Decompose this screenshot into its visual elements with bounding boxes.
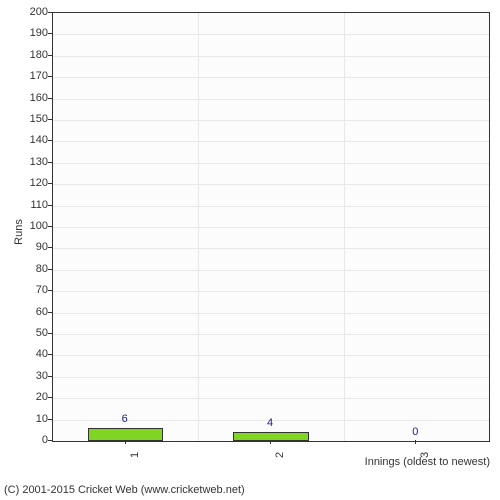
grid-line bbox=[53, 334, 489, 335]
x-tick-label: 2 bbox=[274, 452, 286, 458]
x-tick-label: 3 bbox=[419, 452, 431, 458]
y-tick-mark bbox=[48, 376, 52, 377]
y-tick-label: 160 bbox=[8, 92, 48, 104]
y-tick-label: 180 bbox=[8, 49, 48, 61]
y-tick-mark bbox=[48, 440, 52, 441]
y-tick-label: 170 bbox=[8, 70, 48, 82]
y-tick-label: 70 bbox=[8, 284, 48, 296]
bar bbox=[88, 428, 164, 441]
y-tick-mark bbox=[48, 226, 52, 227]
x-tick-label: 1 bbox=[129, 452, 141, 458]
y-tick-mark bbox=[48, 269, 52, 270]
grid-line bbox=[53, 120, 489, 121]
y-tick-label: 110 bbox=[8, 199, 48, 211]
grid-line bbox=[53, 291, 489, 292]
grid-line bbox=[53, 99, 489, 100]
grid-line bbox=[53, 248, 489, 249]
y-tick-mark bbox=[48, 140, 52, 141]
y-tick-mark bbox=[48, 119, 52, 120]
y-tick-mark bbox=[48, 205, 52, 206]
y-tick-label: 0 bbox=[8, 434, 48, 446]
y-tick-label: 40 bbox=[8, 348, 48, 360]
x-divider bbox=[198, 13, 199, 441]
copyright-text: (C) 2001-2015 Cricket Web (www.cricketwe… bbox=[4, 484, 245, 496]
x-tick-mark bbox=[125, 440, 126, 444]
grid-line bbox=[53, 77, 489, 78]
y-tick-mark bbox=[48, 55, 52, 56]
x-tick-mark bbox=[270, 440, 271, 444]
y-tick-label: 100 bbox=[8, 220, 48, 232]
grid-line bbox=[53, 141, 489, 142]
bar-value-label: 0 bbox=[412, 426, 418, 438]
x-tick-mark bbox=[415, 440, 416, 444]
y-tick-mark bbox=[48, 397, 52, 398]
grid-line bbox=[53, 56, 489, 57]
y-tick-mark bbox=[48, 183, 52, 184]
y-tick-label: 200 bbox=[8, 6, 48, 18]
grid-line bbox=[53, 184, 489, 185]
grid-line bbox=[53, 398, 489, 399]
y-tick-label: 80 bbox=[8, 263, 48, 275]
y-tick-mark bbox=[48, 354, 52, 355]
y-tick-label: 190 bbox=[8, 27, 48, 39]
y-tick-label: 90 bbox=[8, 241, 48, 253]
grid-line bbox=[53, 355, 489, 356]
y-tick-mark bbox=[48, 333, 52, 334]
y-tick-label: 50 bbox=[8, 327, 48, 339]
y-tick-mark bbox=[48, 162, 52, 163]
bar-value-label: 4 bbox=[267, 417, 273, 429]
grid-line bbox=[53, 313, 489, 314]
y-tick-label: 130 bbox=[8, 156, 48, 168]
y-tick-label: 150 bbox=[8, 113, 48, 125]
grid-line bbox=[53, 34, 489, 35]
bar-value-label: 6 bbox=[122, 413, 128, 425]
grid-line bbox=[53, 377, 489, 378]
plot-area bbox=[52, 12, 490, 442]
y-tick-mark bbox=[48, 419, 52, 420]
grid-line bbox=[53, 270, 489, 271]
y-tick-label: 20 bbox=[8, 391, 48, 403]
y-tick-mark bbox=[48, 33, 52, 34]
chart-container: Runs Innings (oldest to newest) (C) 2001… bbox=[0, 0, 500, 500]
y-tick-mark bbox=[48, 290, 52, 291]
y-tick-label: 10 bbox=[8, 413, 48, 425]
y-tick-mark bbox=[48, 12, 52, 13]
y-tick-label: 120 bbox=[8, 177, 48, 189]
y-tick-label: 60 bbox=[8, 306, 48, 318]
y-tick-mark bbox=[48, 312, 52, 313]
y-tick-label: 140 bbox=[8, 134, 48, 146]
grid-line bbox=[53, 163, 489, 164]
y-tick-mark bbox=[48, 76, 52, 77]
grid-line bbox=[53, 227, 489, 228]
x-divider bbox=[344, 13, 345, 441]
grid-line bbox=[53, 206, 489, 207]
y-tick-label: 30 bbox=[8, 370, 48, 382]
y-tick-mark bbox=[48, 247, 52, 248]
y-tick-mark bbox=[48, 98, 52, 99]
